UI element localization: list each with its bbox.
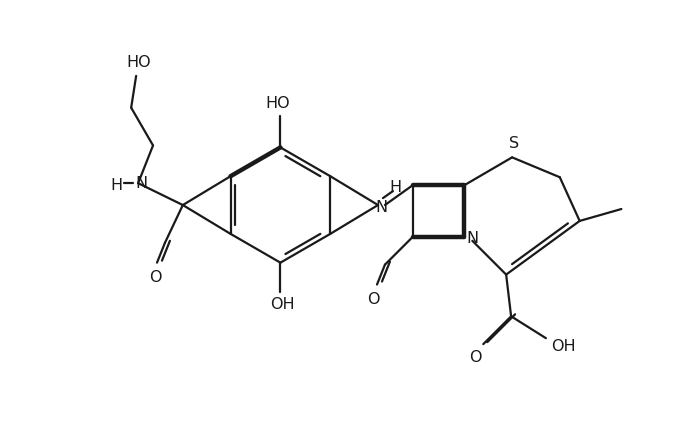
Text: H: H [110, 178, 122, 193]
Text: H: H [390, 180, 402, 195]
Text: N: N [375, 200, 387, 214]
Text: N: N [466, 231, 478, 246]
Text: O: O [367, 292, 379, 307]
Text: N: N [135, 176, 147, 191]
Text: O: O [149, 270, 161, 285]
Text: S: S [509, 136, 519, 151]
Text: OH: OH [552, 338, 576, 354]
Text: O: O [469, 349, 482, 365]
Text: HO: HO [265, 96, 289, 111]
Text: HO: HO [127, 55, 152, 70]
Text: OH: OH [270, 297, 295, 312]
